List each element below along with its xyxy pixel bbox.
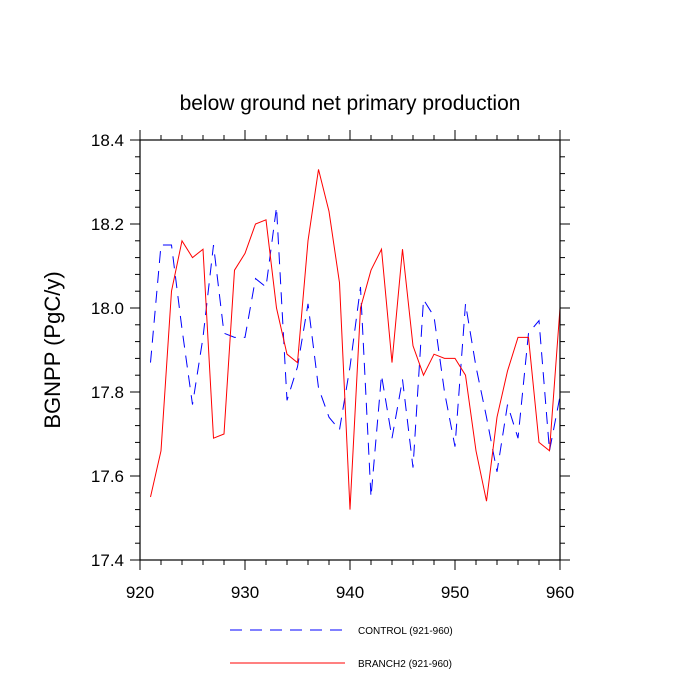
y-tick-label: 17.4 xyxy=(91,551,124,570)
legend-label-control: CONTROL (921-960) xyxy=(358,626,453,637)
y-tick-label: 17.6 xyxy=(91,467,124,486)
legend: CONTROL (921-960) BRANCH2 (921-960) xyxy=(230,626,453,670)
x-tick-label: 950 xyxy=(441,583,469,602)
x-tick-label: 920 xyxy=(126,583,154,602)
y-tick-label: 18.0 xyxy=(91,299,124,318)
x-tick-label: 930 xyxy=(231,583,259,602)
chart-title: below ground net primary production xyxy=(180,92,521,115)
y-tick-label: 18.4 xyxy=(91,131,124,150)
axis-layer: 920 930 940 950 960 17.4 17.6 17.8 18.0 18.2 18.4 xyxy=(91,130,574,602)
series-layer xyxy=(150,169,561,510)
series-line-branch2 xyxy=(150,169,561,510)
x-tick-label: 940 xyxy=(336,583,364,602)
x-tick-label: 960 xyxy=(546,583,574,602)
legend-label-branch2: BRANCH2 (921-960) xyxy=(358,659,452,670)
plot-frame xyxy=(139,139,561,561)
series-line-control xyxy=(150,207,561,498)
y-tick-label: 17.8 xyxy=(91,383,124,402)
y-axis-label: BGNPP (PgC/y) xyxy=(40,271,65,428)
y-tick-label: 18.2 xyxy=(91,215,124,234)
